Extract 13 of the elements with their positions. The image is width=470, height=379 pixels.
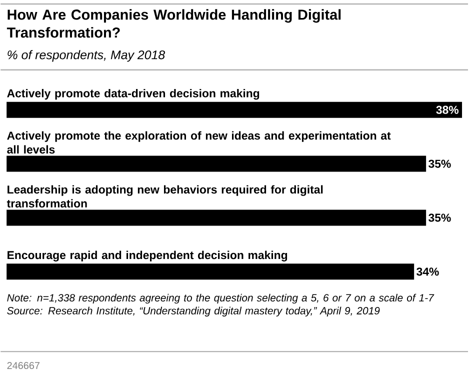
annotation: Note: n=1,338 respondents agreeing to the question selecting a 5, 6 or 7 on a scale of 1-7 xyxy=(7,294,434,304)
y-tick-label: Encourage rapid and independent decision making xyxy=(8,250,288,262)
data-label: 35% xyxy=(428,214,451,222)
chart-title: How Are Companies Worldwide Handling Digital Transformation? xyxy=(6,9,341,38)
y-tick-label: Actively promote the exploration of new ideas and experimentation at all levels xyxy=(7,132,391,154)
chart-subtitle: % of respondents, May 2018 xyxy=(8,50,166,62)
y-tick-label: Leadership is adopting new behaviors required for digital transformation xyxy=(6,185,323,208)
source-note: Source: Research Institute, “Understanding digital mastery today,” April 9, 2019 xyxy=(7,306,380,317)
data-label: 38% xyxy=(436,106,459,114)
data-label: 34% xyxy=(416,268,439,276)
data-label: 35% xyxy=(428,160,451,168)
y-tick-label: Actively promote data-driven decision making xyxy=(7,89,260,100)
text: 246667 xyxy=(7,362,40,370)
